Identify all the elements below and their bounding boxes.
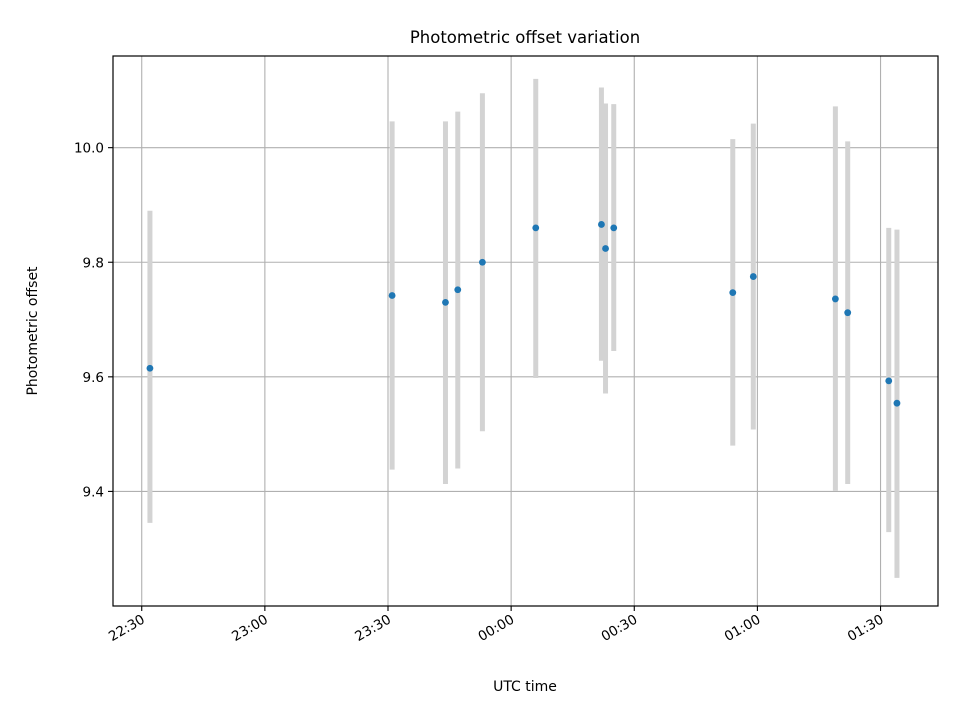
data-point bbox=[388, 292, 396, 299]
data-point bbox=[532, 224, 540, 232]
data-point bbox=[442, 298, 449, 306]
y-axis-ticks: 9.4 9.6 9.8 10.0 bbox=[74, 141, 113, 500]
data-point bbox=[831, 295, 839, 303]
y-tick-label: 9.4 bbox=[83, 484, 104, 500]
plot-frame bbox=[112, 55, 939, 607]
chart-title: Photometric offset variation bbox=[410, 28, 640, 47]
data-point bbox=[885, 377, 893, 385]
data-points bbox=[146, 221, 901, 407]
y-tick-label: 10.0 bbox=[74, 141, 104, 157]
data-point bbox=[729, 289, 737, 297]
data-point bbox=[610, 224, 618, 232]
data-point bbox=[893, 399, 901, 407]
x-axis-label: UTC time bbox=[493, 679, 557, 695]
grid-lines bbox=[113, 56, 938, 606]
y-tick-label: 9.8 bbox=[83, 255, 104, 271]
data-point bbox=[479, 258, 486, 266]
data-point bbox=[602, 245, 609, 252]
y-tick-label: 9.6 bbox=[83, 370, 104, 386]
data-point bbox=[454, 286, 462, 294]
data-point bbox=[749, 273, 757, 280]
y-axis-label: Photometric offset bbox=[25, 266, 41, 396]
data-point bbox=[146, 364, 154, 372]
data-point bbox=[598, 221, 605, 228]
data-point bbox=[844, 309, 852, 317]
